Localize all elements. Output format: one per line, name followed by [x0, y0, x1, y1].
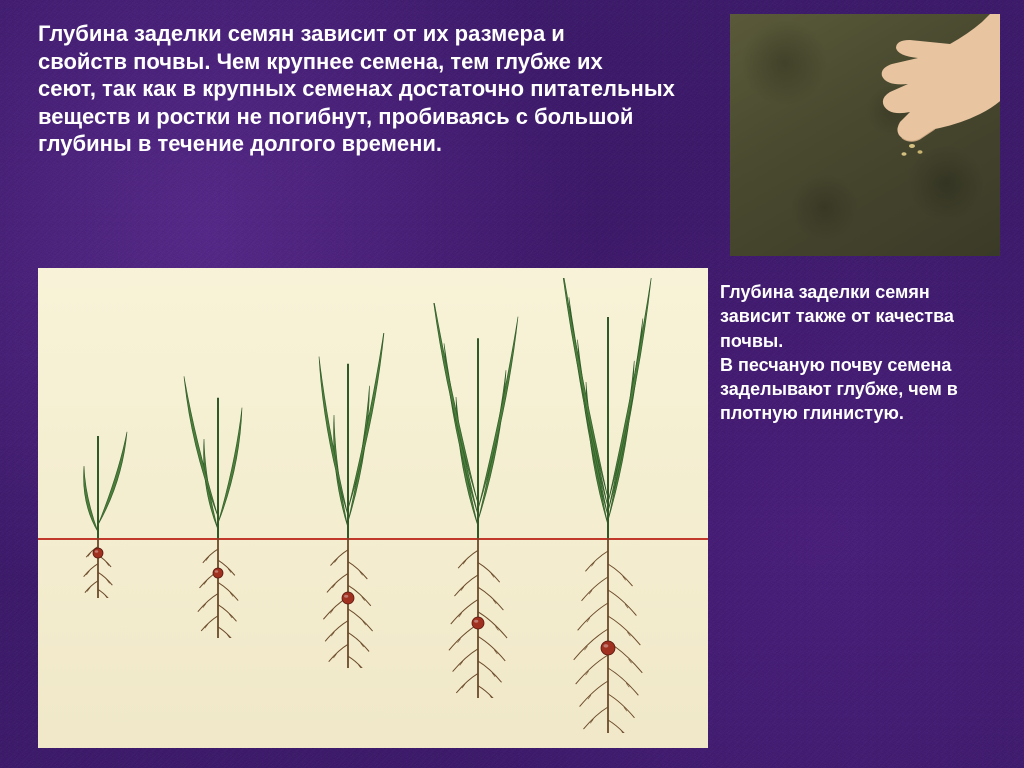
growth-diagram — [38, 268, 708, 748]
soil-photo — [730, 14, 1000, 256]
plant-stage — [38, 418, 158, 748]
plant-stage — [548, 278, 668, 748]
plant-stage — [158, 373, 278, 748]
side-text-block: Глубина заделки семян зависит также от к… — [720, 280, 1000, 426]
plant-stage — [288, 333, 408, 748]
plant-stage — [418, 303, 538, 748]
main-text-block: Глубина заделки семян зависит от их разм… — [38, 20, 708, 158]
hand-icon — [840, 14, 1000, 164]
